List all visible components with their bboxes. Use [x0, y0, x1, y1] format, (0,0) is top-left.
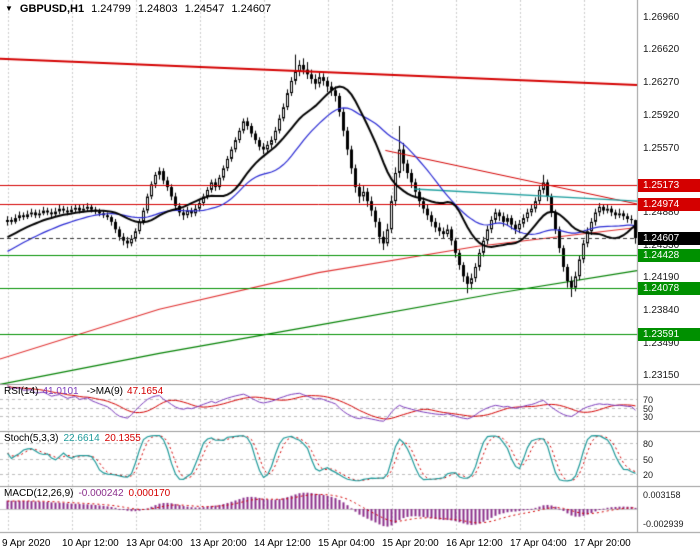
rsi-ma-name: ->MA(9) [86, 386, 124, 397]
symbol-timeframe: GBPUSD,H1 [19, 3, 85, 15]
time-axis-label: 10 Apr 12:00 [62, 538, 119, 549]
macd-name: MACD(12,26,9) [4, 488, 74, 499]
stoch-k-value: 22.6614 [63, 433, 100, 444]
time-axis-label: 15 Apr 20:00 [382, 538, 439, 549]
quote-high: 1.24803 [137, 3, 178, 15]
price-level-badge: 1.25173 [638, 179, 700, 192]
rsi-name: RSI(14) [4, 386, 39, 397]
price-axis-label: 1.26620 [643, 44, 680, 55]
price-level-badge: 1.24607 [638, 232, 700, 245]
macd-axis-label: 0.003158 [643, 490, 681, 500]
price-axis-label: 1.25920 [643, 110, 680, 121]
stoch-axis-label: 80 [643, 439, 654, 449]
price-axis-label: 1.26270 [643, 77, 680, 88]
quote-close: 1.24607 [231, 3, 272, 15]
price-level-badge: 1.24974 [638, 198, 700, 211]
chart-header: ▼ GBPUSD,H1 1.24799 1.24803 1.24547 1.24… [5, 3, 271, 15]
macd-axis-label: -0.002939 [643, 519, 684, 529]
price-level-badge: 1.24078 [638, 282, 700, 295]
price-axis-label: 1.23840 [643, 305, 680, 316]
stoch-indicator-label: Stoch(5,3,3) 22.6614 20.1355 [4, 433, 141, 444]
time-axis-label: 13 Apr 20:00 [190, 538, 247, 549]
macd-value: -0.000242 [78, 488, 124, 499]
rsi-value: 41.0101 [42, 386, 79, 397]
rsi-axis-label: 30 [643, 412, 654, 422]
rsi-ma-value: 47.1654 [127, 386, 164, 397]
time-axis-label: 15 Apr 04:00 [318, 538, 375, 549]
time-axis-label: 17 Apr 20:00 [574, 538, 631, 549]
price-axis-label: 1.24880 [643, 207, 680, 218]
price-level-badge: 1.23591 [638, 328, 700, 341]
price-level-badge: 1.24428 [638, 249, 700, 262]
rsi-indicator-label: RSI(14) 41.0101 ->MA(9) 47.1654 [4, 386, 163, 397]
stoch-d-value: 20.1355 [104, 433, 141, 444]
price-axis-label: 1.26960 [643, 12, 680, 23]
price-axis-label: 1.24190 [643, 272, 680, 283]
stoch-axis-label: 50 [643, 455, 654, 465]
time-axis-label: 14 Apr 12:00 [254, 538, 311, 549]
quote-low: 1.24547 [184, 3, 225, 15]
price-axis-label: 1.23490 [643, 338, 680, 349]
price-axis-label: 1.23150 [643, 370, 680, 381]
stoch-name: Stoch(5,3,3) [4, 433, 59, 444]
macd-signal-value: 0.000170 [128, 488, 171, 499]
price-axis-label: 1.25570 [643, 143, 680, 154]
symbol-dropdown-icon[interactable]: ▼ [5, 4, 13, 13]
quote-open: 1.24799 [91, 3, 131, 15]
time-axis-label: 16 Apr 12:00 [446, 538, 503, 549]
rsi-axis-label: 50 [643, 404, 654, 414]
time-axis-label: 17 Apr 04:00 [510, 538, 567, 549]
time-axis-label: 9 Apr 2020 [2, 538, 51, 549]
macd-indicator-label: MACD(12,26,9) -0.000242 0.000170 [4, 488, 170, 499]
rsi-axis-label: 70 [643, 395, 654, 405]
price-axis-label: 1.24530 [643, 240, 680, 251]
stoch-axis-label: 20 [643, 470, 654, 480]
time-axis-label: 13 Apr 04:00 [126, 538, 183, 549]
